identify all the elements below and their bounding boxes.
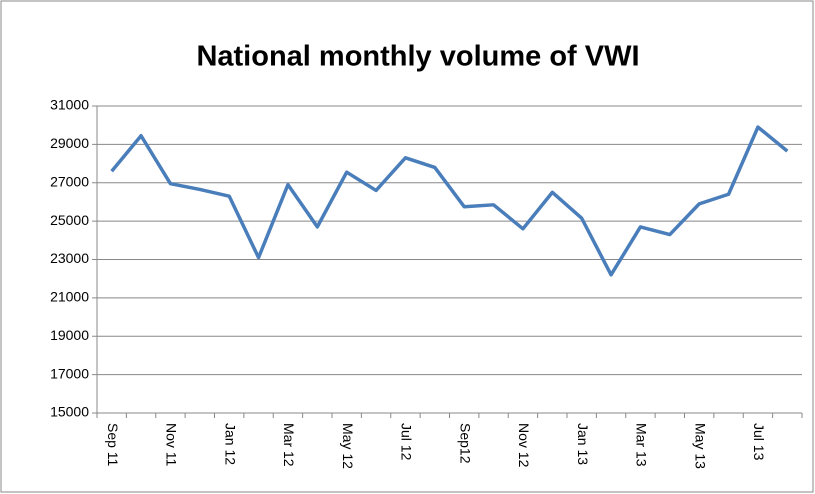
y-tick-label: 23000 (50, 250, 89, 266)
x-tick-label: Mar 12 (281, 423, 297, 467)
y-tick-label: 19000 (50, 327, 89, 343)
y-tick-label: 31000 (50, 97, 89, 113)
y-tick-label: 17000 (50, 365, 89, 381)
x-tick-label: Jan 12 (222, 423, 238, 465)
x-tick-label: Mar 13 (634, 423, 650, 467)
chart-title: National monthly volume of VWI (196, 41, 639, 73)
x-tick-label: Nov 11 (164, 423, 180, 467)
x-tick-label: May 12 (340, 423, 356, 469)
y-tick-label: 15000 (50, 404, 89, 420)
x-tick-label: Sep12 (457, 423, 473, 464)
x-tick-label: Jan 13 (575, 423, 591, 465)
x-tick-label: Jul 13 (751, 423, 767, 461)
y-tick-label: 25000 (50, 212, 89, 228)
x-tick-label: Nov 12 (516, 423, 532, 468)
data-line (110, 125, 789, 277)
y-tick-label: 21000 (50, 289, 89, 305)
x-tick-label: Jul 12 (399, 423, 415, 461)
y-tick-label: 27000 (50, 173, 89, 189)
x-tick-label: May 13 (692, 423, 708, 469)
y-tick-label: 29000 (50, 135, 89, 151)
x-tick-label: Sep 11 (105, 423, 121, 467)
